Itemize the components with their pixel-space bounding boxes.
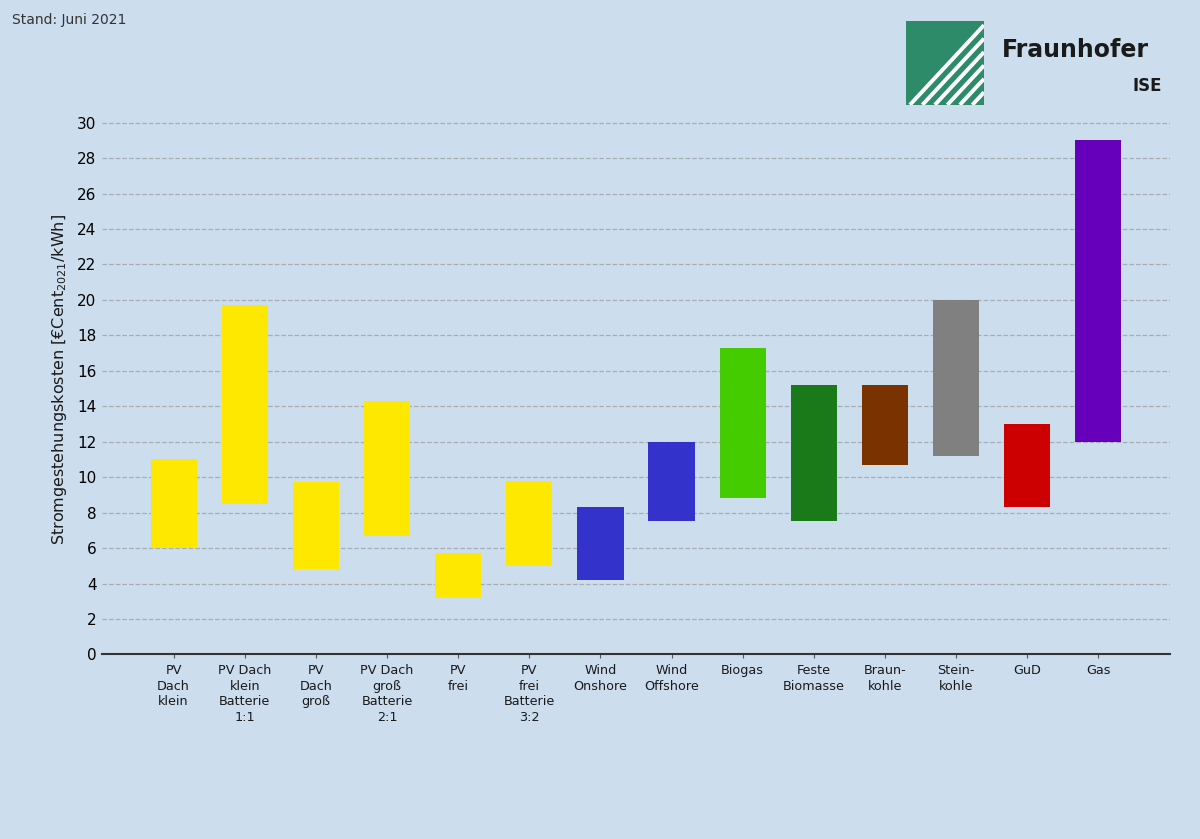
Bar (791, 385, 836, 522)
Bar (506, 481, 552, 565)
Bar (222, 305, 268, 503)
Bar (436, 554, 481, 597)
Bar (150, 460, 197, 548)
Text: ISE: ISE (1132, 77, 1162, 95)
Y-axis label: Stromgestehungskosten [€Cent$_{2021}$/kWh]: Stromgestehungskosten [€Cent$_{2021}$/kW… (49, 214, 68, 545)
FancyBboxPatch shape (906, 21, 984, 105)
Bar (720, 347, 766, 498)
Text: Fraunhofer: Fraunhofer (1002, 38, 1150, 62)
Bar (862, 385, 908, 465)
Bar (932, 300, 979, 456)
Bar (364, 401, 410, 535)
Bar (577, 508, 624, 580)
Bar (648, 441, 695, 522)
Text: Stand: Juni 2021: Stand: Juni 2021 (12, 13, 126, 27)
Bar (1075, 140, 1122, 441)
Bar (1004, 424, 1050, 508)
Bar (293, 482, 340, 570)
